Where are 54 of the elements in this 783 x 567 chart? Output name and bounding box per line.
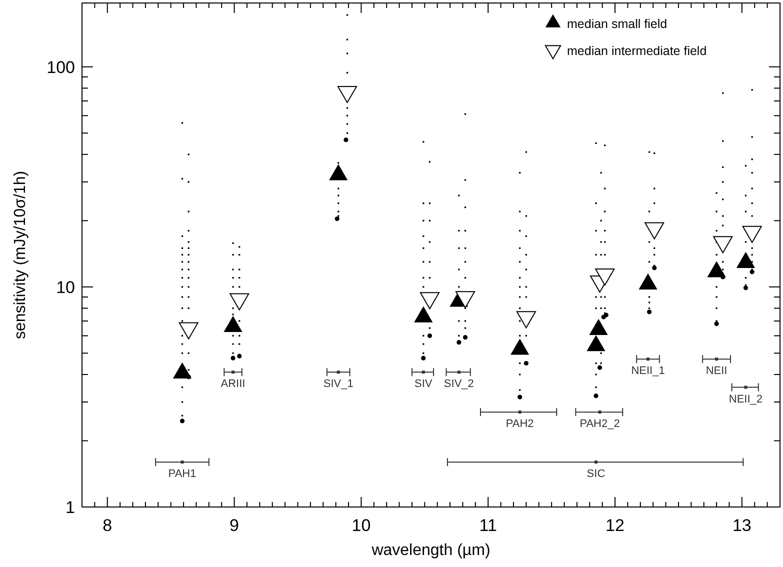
legend-label: median small field <box>567 17 668 31</box>
y-tick-label: 10 <box>56 278 75 297</box>
x-tick-label: 9 <box>230 516 240 535</box>
point <box>457 370 460 374</box>
annotation: SIV <box>414 378 433 390</box>
annotation: SIV_2 <box>444 378 474 390</box>
point <box>598 410 602 414</box>
point <box>714 321 719 326</box>
annotation: ARIII <box>220 378 246 390</box>
point <box>744 386 748 389</box>
y-axis-title: sensitivity (mJy/10σ/1h) <box>12 170 29 340</box>
point <box>518 410 522 414</box>
point <box>180 460 184 464</box>
point <box>421 356 426 360</box>
annotation: SIC <box>586 468 606 480</box>
point <box>462 335 468 340</box>
point <box>237 354 242 358</box>
x-tick-label: 13 <box>732 516 752 535</box>
annotation: PAH2_2 <box>580 418 620 430</box>
point <box>344 138 348 142</box>
point <box>715 358 718 361</box>
x-tick-label: 8 <box>102 516 112 535</box>
point <box>646 358 650 361</box>
x-axis-title: wavelength (µm) <box>370 542 490 559</box>
x-tick-label: 11 <box>479 516 497 535</box>
point <box>594 394 598 398</box>
point <box>604 312 608 318</box>
point <box>524 360 528 366</box>
point <box>456 340 462 345</box>
annotation: NEII_1 <box>631 365 665 378</box>
point <box>750 270 754 274</box>
legend-label: median intermediate field <box>567 44 707 58</box>
point <box>427 333 432 338</box>
y-tick-label: 100 <box>46 58 75 77</box>
annotation: PAH1 <box>168 468 196 480</box>
point <box>230 356 236 360</box>
point <box>597 365 602 370</box>
x-tick-label: 10 <box>352 516 371 535</box>
annotation: NEII <box>706 365 728 378</box>
point <box>422 370 425 374</box>
point <box>180 418 185 424</box>
point <box>336 370 340 374</box>
point <box>232 370 235 374</box>
annotation: SIV_1 <box>323 378 354 390</box>
point <box>594 460 598 464</box>
point <box>518 394 522 400</box>
point <box>334 216 340 222</box>
annotation: PAH2 <box>506 418 534 430</box>
annotation: NEII_2 <box>728 393 763 406</box>
point <box>646 310 652 314</box>
y-tick-label: 1 <box>66 498 75 517</box>
point <box>743 286 748 290</box>
point <box>652 266 657 270</box>
x-tick-label: 12 <box>606 516 624 535</box>
